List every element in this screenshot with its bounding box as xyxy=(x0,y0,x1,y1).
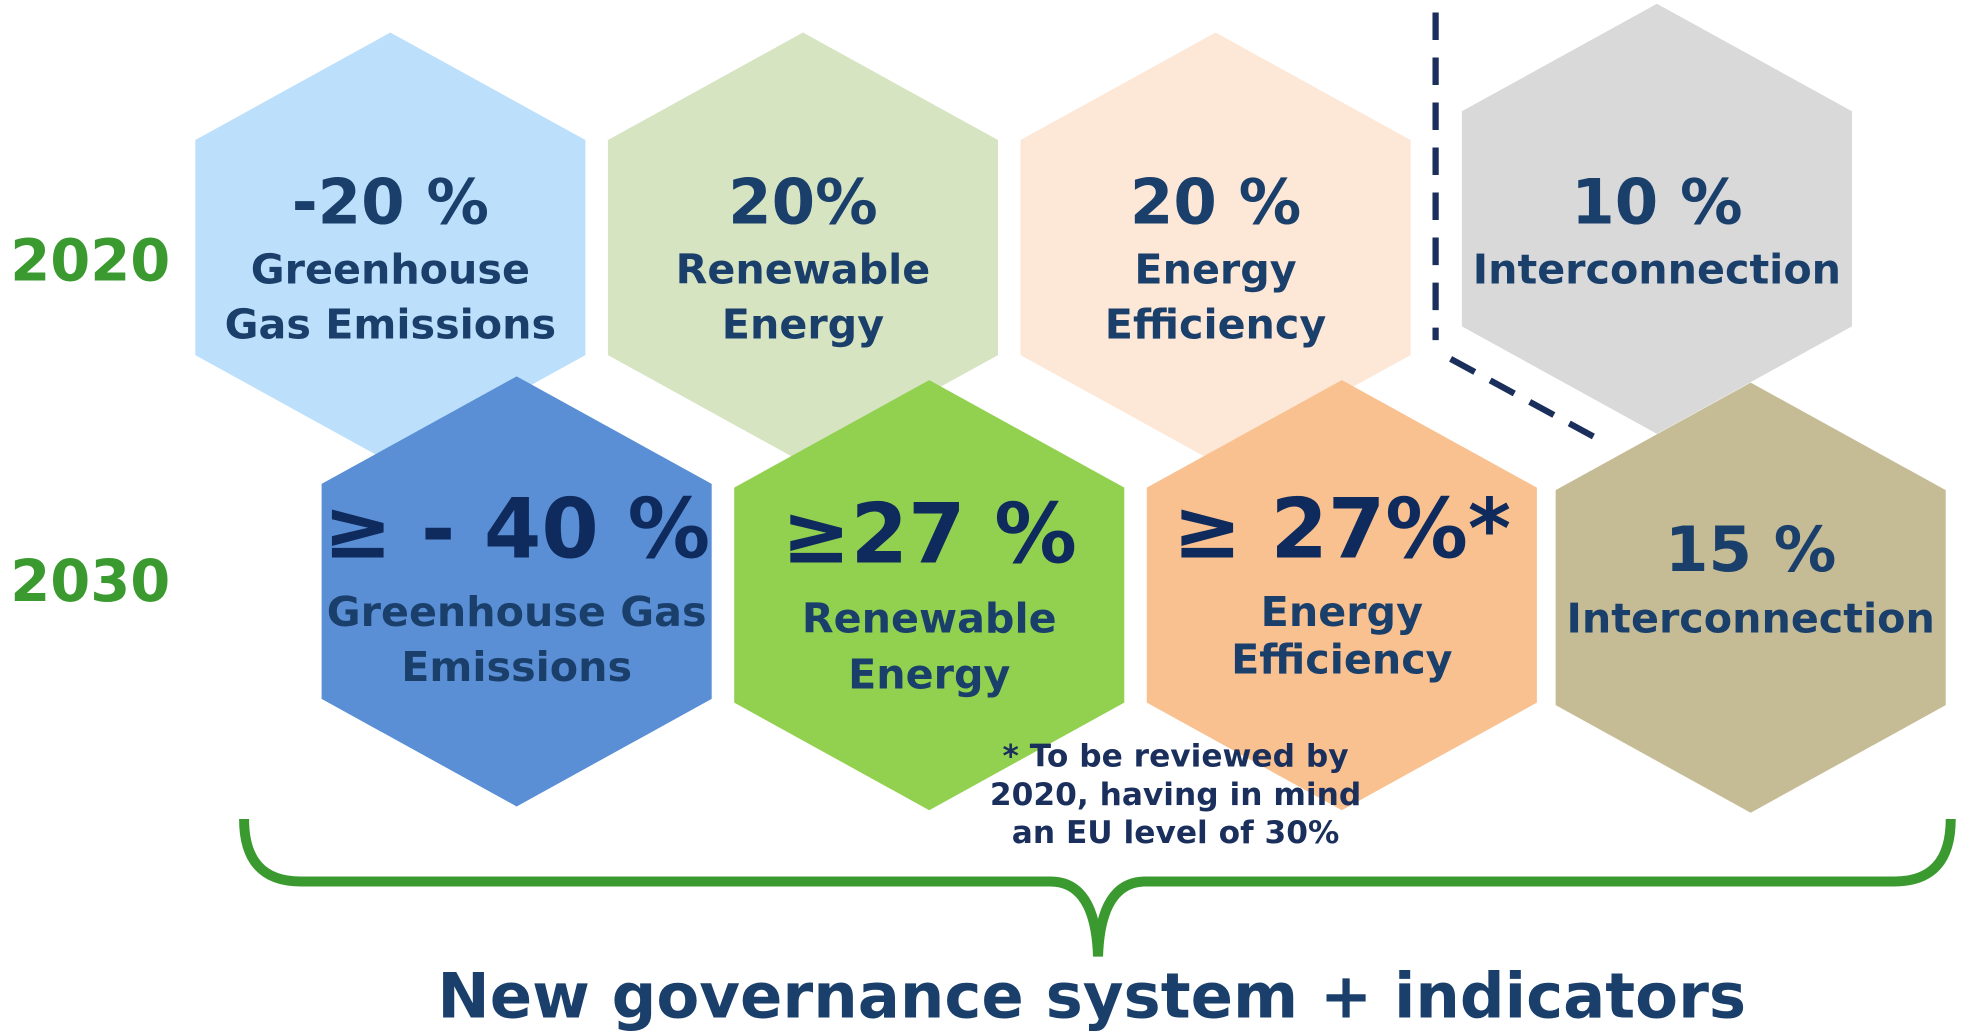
target-label: Gas Emissions xyxy=(225,301,556,349)
target-label: Efficiency xyxy=(1231,636,1453,684)
target-value: 20% xyxy=(728,165,878,238)
target-label: Greenhouse xyxy=(251,246,530,294)
target-label: Interconnection xyxy=(1567,594,1935,642)
target-value: 10 % xyxy=(1571,165,1742,238)
target-label: Interconnection xyxy=(1473,246,1841,294)
target-value: 15 % xyxy=(1665,513,1836,586)
year-label: 2030 xyxy=(10,548,170,615)
footnote: an EU level of 30% xyxy=(1012,815,1340,851)
hexagon xyxy=(195,32,586,463)
target-label: Renewable xyxy=(802,594,1057,642)
hexagon xyxy=(1461,3,1852,434)
hexagon xyxy=(607,32,999,463)
hexagon xyxy=(321,376,712,807)
target-value: -20 % xyxy=(292,165,489,238)
hexagon xyxy=(1555,382,1946,813)
target-value: ≥ - 40 % xyxy=(323,482,710,578)
target-value: ≥27 % xyxy=(782,487,1077,583)
target-label: Energy xyxy=(722,301,884,349)
target-value: 20 % xyxy=(1130,165,1301,238)
target-label: Greenhouse Gas xyxy=(327,588,707,636)
footnote: * To be reviewed by xyxy=(1002,739,1348,775)
target-value: ≥ 27%* xyxy=(1173,482,1511,578)
title: New governance system + indicators xyxy=(437,959,1746,1032)
target-label: Energy xyxy=(848,651,1010,699)
target-label: Emissions xyxy=(401,643,632,691)
brace xyxy=(239,818,1956,957)
footnote: 2020, having in mind xyxy=(990,777,1361,813)
divider xyxy=(1432,12,1609,447)
year-label: 2020 xyxy=(10,228,170,295)
target-label: Efficiency xyxy=(1105,301,1327,349)
target-label: Renewable xyxy=(676,246,931,294)
target-label: Energy xyxy=(1134,246,1296,294)
hexagon xyxy=(734,380,1125,811)
target-label: Energy xyxy=(1261,588,1423,636)
hexagon xyxy=(1146,380,1537,811)
hexagon xyxy=(1020,32,1411,463)
